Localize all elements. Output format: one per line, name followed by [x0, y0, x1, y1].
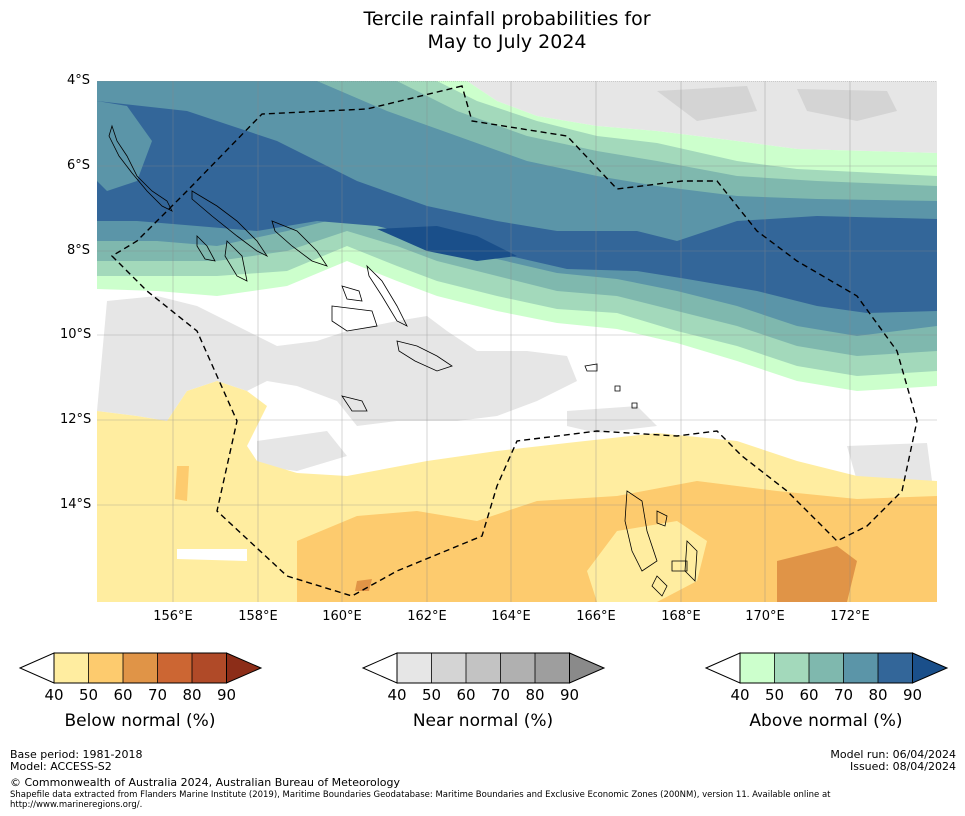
- y-label-8s: 8°S: [66, 243, 90, 258]
- cb-above-title: Above normal (%): [749, 711, 903, 731]
- cb-above-tick-60: 60: [799, 686, 819, 704]
- x-label-156e: 156°E: [153, 609, 193, 624]
- cb-below-4: [192, 653, 227, 683]
- cb-below-5: [226, 653, 261, 683]
- y-label-12s: 12°S: [60, 412, 92, 427]
- cb-near-title: Near normal (%): [412, 711, 554, 731]
- x-label-164e: 164°E: [491, 609, 531, 624]
- footer-issued: Issued: 08/04/2024: [849, 760, 956, 773]
- cb-above-tick-90: 90: [902, 686, 923, 704]
- x-label-170e: 170°E: [745, 609, 785, 624]
- cb-below-title: Below normal (%): [64, 711, 216, 731]
- cb-below-0: [54, 653, 89, 683]
- y-label-6s: 6°S: [66, 158, 90, 173]
- rainfall-map: [97, 81, 937, 602]
- above-normal-90: [377, 226, 517, 261]
- cb-above-5: [912, 653, 947, 683]
- y-label-10s: 10°S: [60, 327, 92, 342]
- footer-copyright: © Commonwealth of Australia 2024, Austra…: [10, 776, 400, 789]
- cb-below-tick-90: 90: [216, 686, 237, 704]
- cb-below-tick-60: 60: [113, 686, 133, 704]
- footer-base-period: Base period: 1981-2018: [10, 748, 143, 761]
- cb-near-1: [431, 653, 466, 683]
- below-normal-60: [777, 546, 857, 602]
- cb-above-tick-40: 40: [730, 686, 750, 704]
- cb-above-tick-80: 80: [868, 686, 888, 704]
- map-svg: [97, 81, 937, 602]
- cb-below-1: [88, 653, 123, 683]
- near-normal-top-60: [797, 89, 897, 121]
- cb-above-tick-70: 70: [833, 686, 854, 704]
- x-label-166e: 166°E: [576, 609, 616, 624]
- cb-below-tick-50: 50: [78, 686, 99, 704]
- map-title: Tercile rainfall probabilities for May t…: [0, 8, 965, 54]
- eez-boundary: [110, 85, 918, 597]
- cb-near-2: [466, 653, 501, 683]
- cb-below-tick-40: 40: [44, 686, 64, 704]
- colorbar-above: [704, 652, 950, 688]
- title-line-1: Tercile rainfall probabilities for: [363, 8, 651, 30]
- cb-below-3: [157, 653, 192, 683]
- cb-below-tick-80: 80: [182, 686, 202, 704]
- x-label-158e: 158°E: [238, 609, 278, 624]
- cb-above-2: [809, 653, 844, 683]
- near-normal-west-region: [97, 296, 577, 426]
- title-line-2: May to July 2024: [427, 31, 587, 53]
- islands: [108, 124, 698, 597]
- cb-near-0: [397, 653, 432, 683]
- near-normal-top-60b: [657, 86, 757, 121]
- colorbar-near: [361, 652, 607, 688]
- above-normal-west: [97, 101, 152, 191]
- colorbar-below: [18, 652, 264, 688]
- cb-near-4: [535, 653, 570, 683]
- above-normal-80: [97, 101, 937, 313]
- footer-model: Model: ACCESS-S2: [10, 760, 112, 773]
- cb-above-1: [774, 653, 809, 683]
- footer-shapefile-2: http://www.marineregions.org/.: [10, 800, 143, 810]
- cb-above-3: [843, 653, 878, 683]
- cb-below-2: [123, 653, 158, 683]
- y-label-4s: 4°S: [66, 73, 90, 88]
- cb-near-tick-90: 90: [559, 686, 580, 704]
- cb-near-tick-60: 60: [456, 686, 476, 704]
- cb-below-tick-70: 70: [147, 686, 168, 704]
- cb-near-3: [500, 653, 535, 683]
- x-label-172e: 172°E: [830, 609, 870, 624]
- cb-above-tick-50: 50: [764, 686, 785, 704]
- x-label-162e: 162°E: [407, 609, 447, 624]
- cb-near-tick-80: 80: [525, 686, 545, 704]
- near-normal-small: [257, 431, 347, 471]
- cb-near-tick-40: 40: [387, 686, 407, 704]
- x-label-168e: 168°E: [661, 609, 701, 624]
- footer-model-run: Model run: 06/04/2024: [830, 748, 956, 761]
- y-label-14s: 14°S: [60, 497, 92, 512]
- cb-near-5: [569, 653, 604, 683]
- footer-shapefile-1: Shapefile data extracted from Flanders M…: [10, 790, 831, 800]
- grid-lines: [97, 81, 937, 602]
- cb-near-tick-70: 70: [490, 686, 511, 704]
- cb-above-4: [878, 653, 913, 683]
- cb-near-tick-50: 50: [421, 686, 442, 704]
- cb-above-0: [740, 653, 775, 683]
- x-label-160e: 160°E: [322, 609, 362, 624]
